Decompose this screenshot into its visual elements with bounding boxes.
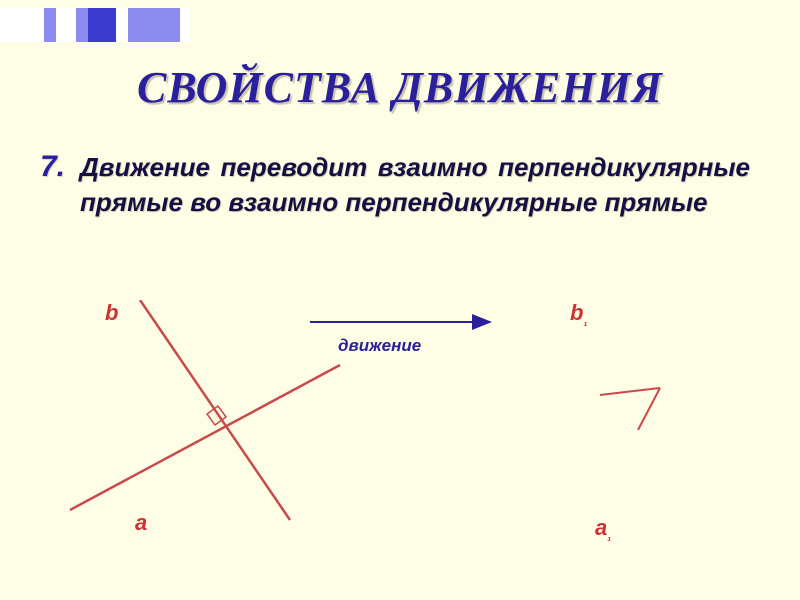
corner-decoration — [0, 8, 190, 42]
label-b: b — [105, 300, 118, 326]
label-b1: b₁ — [570, 300, 587, 328]
diagram-area: b a b₁ a₁ движение — [40, 300, 760, 560]
line-a-prime — [638, 388, 660, 430]
item-number: 7. — [40, 150, 65, 184]
label-a1: a₁ — [595, 515, 611, 543]
line-b-prime — [600, 388, 660, 395]
line-b — [140, 300, 290, 520]
property-text: Движение переводит взаимно перпендикуляр… — [80, 150, 750, 220]
label-a: a — [135, 510, 147, 536]
page-title: СВОЙСТВА ДВИЖЕНИЯ — [0, 62, 800, 113]
line-a — [70, 365, 340, 510]
arrow-caption: движение — [338, 336, 421, 356]
